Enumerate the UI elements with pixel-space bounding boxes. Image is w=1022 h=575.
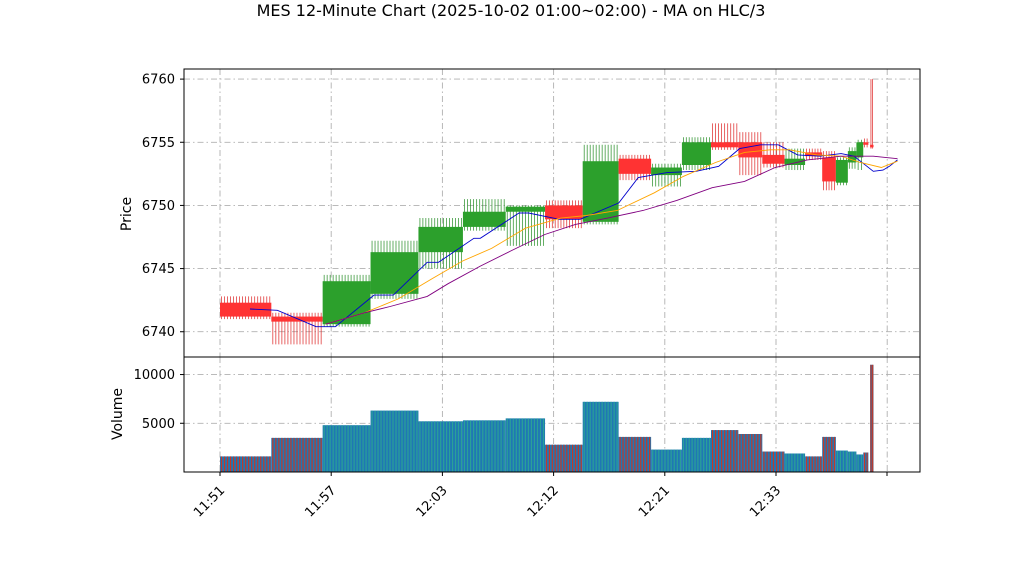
moving-average-lines (249, 144, 898, 328)
volume-y-ticks: 5000 10000 (134, 368, 184, 432)
volume-panel: 5000 10000 Volume (110, 356, 921, 473)
price-y-ticks: 6740 6745 6750 6755 6760 (142, 73, 184, 340)
time-tick-label: 12:12 (525, 483, 562, 520)
price-tick-label: 6760 (142, 73, 175, 88)
volume-bar (870, 364, 874, 472)
volume-y-label: Volume (110, 388, 126, 440)
candle-body (870, 144, 874, 148)
candle-body (847, 151, 857, 163)
candle-body (863, 142, 869, 145)
volume-tick-label: 5000 (142, 417, 175, 432)
price-panel: 6740 6745 6750 6755 6760 Price (119, 68, 921, 358)
candle-body (835, 159, 848, 183)
volume-bar (835, 450, 848, 472)
volume-bar (805, 456, 823, 472)
volume-bar (462, 420, 506, 472)
volume-bars (220, 364, 874, 472)
volume-frame (183, 356, 921, 473)
candle-body (582, 161, 619, 222)
price-candles (220, 79, 874, 345)
price-tick-label: 6745 (142, 262, 175, 277)
candle-body (418, 226, 463, 253)
candle-body (738, 142, 763, 158)
price-tick-label: 6750 (142, 199, 175, 214)
price-y-label: Price (119, 197, 135, 231)
candle-body (545, 205, 583, 220)
volume-bar (738, 433, 763, 472)
time-tick-label: 12:33 (747, 483, 784, 520)
moving-average-line (325, 155, 898, 325)
candle-body (784, 158, 806, 165)
time-tick-label: 12:03 (414, 483, 451, 520)
price-tick-label: 6740 (142, 325, 175, 340)
volume-bar (863, 452, 869, 472)
candle-body (856, 142, 864, 158)
time-tick-label: 11:57 (302, 483, 339, 520)
time-x-ticks: 11:51 11:57 12:03 12:12 12:21 12:33 (191, 472, 888, 520)
time-tick-label: 12:21 (636, 483, 673, 520)
candle-body (271, 316, 323, 322)
candle-body (220, 302, 272, 317)
moving-average-line (325, 149, 898, 325)
candle-body (762, 154, 785, 164)
candle-body (681, 142, 711, 165)
candle-body (462, 211, 506, 227)
volume-bar (856, 454, 864, 472)
candle-body (822, 157, 836, 182)
time-tick-label: 11:51 (191, 483, 228, 520)
chart-title: MES 12-Minute Chart (2025-10-02 01:00~02… (257, 1, 766, 20)
candle-body (505, 206, 546, 212)
candle-body (651, 167, 682, 176)
candle-body (710, 142, 739, 148)
candle-body (370, 252, 419, 294)
volume-tick-label: 10000 (134, 368, 175, 383)
volume-bar (582, 401, 619, 472)
candle-body (618, 158, 652, 174)
price-tick-label: 6755 (142, 136, 175, 151)
